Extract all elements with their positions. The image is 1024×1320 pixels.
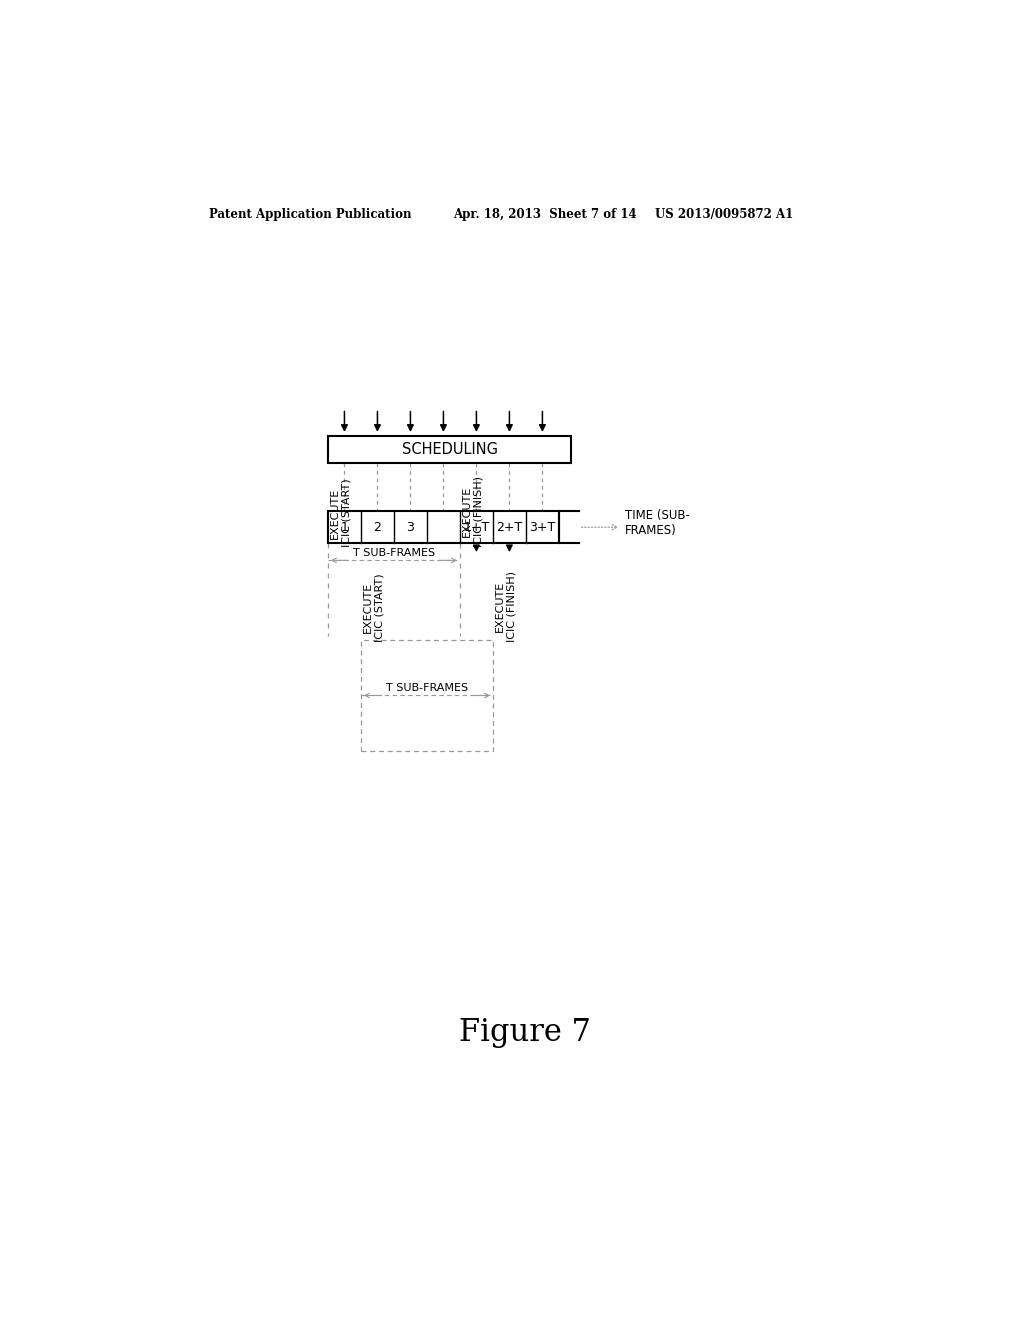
Text: EXECUTE
ICIC (START): EXECUTE ICIC (START) <box>362 573 384 642</box>
Text: EXECUTE
ICIC (FINISH): EXECUTE ICIC (FINISH) <box>462 477 483 548</box>
Text: 1: 1 <box>341 520 348 533</box>
Text: 1+T: 1+T <box>463 520 489 533</box>
Text: T SUB-FRAMES: T SUB-FRAMES <box>386 684 468 693</box>
Bar <box>360 640 493 751</box>
Bar <box>328 436 571 462</box>
Text: SCHEDULING: SCHEDULING <box>401 442 498 457</box>
Text: 2: 2 <box>374 520 381 533</box>
Bar <box>328 511 559 544</box>
Text: Patent Application Publication: Patent Application Publication <box>209 209 412 222</box>
Text: Figure 7: Figure 7 <box>459 1016 591 1048</box>
Text: US 2013/0095872 A1: US 2013/0095872 A1 <box>655 209 794 222</box>
Text: EXECUTE
ICIC (START): EXECUTE ICIC (START) <box>330 479 351 548</box>
Text: 3: 3 <box>407 520 415 533</box>
Text: EXECUTE
ICIC (FINISH): EXECUTE ICIC (FINISH) <box>495 572 516 642</box>
Text: Apr. 18, 2013  Sheet 7 of 14: Apr. 18, 2013 Sheet 7 of 14 <box>454 209 637 222</box>
Text: 2+T: 2+T <box>497 520 522 533</box>
Text: T SUB-FRAMES: T SUB-FRAMES <box>353 548 435 558</box>
Text: 3+T: 3+T <box>529 520 556 533</box>
Text: TIME (SUB-
FRAMES): TIME (SUB- FRAMES) <box>626 510 690 537</box>
